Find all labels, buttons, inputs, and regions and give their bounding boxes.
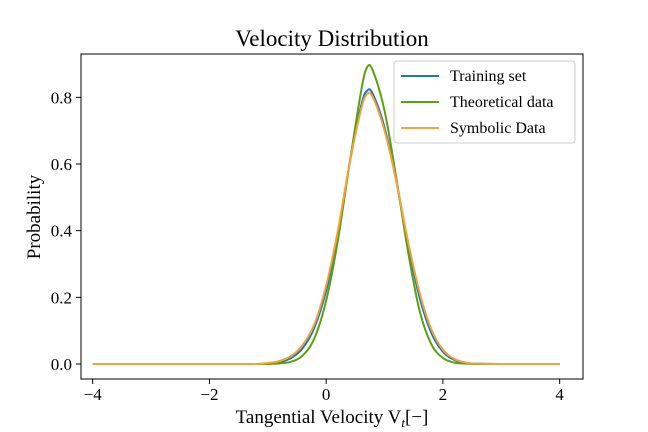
y-tick-label: 0.2 [51, 288, 72, 307]
y-tick-label: 0.0 [51, 355, 72, 374]
legend: Training set Theoretical data Symbolic Dat… [393, 60, 576, 144]
legend-label-training-set: Training set [450, 68, 527, 85]
axes: −4 −2 0 2 4 0.0 0.2 0.4 0.6 0.8 [51, 53, 584, 404]
x-axis-title: Tangential Velocity Vt[−] [236, 407, 429, 430]
x-tick-label: 0 [322, 385, 331, 404]
x-tick-label: 2 [439, 385, 448, 404]
plot-area [92, 64, 560, 366]
axes-frame [80, 53, 584, 380]
y-tick-label: 0.4 [51, 222, 73, 241]
x-tick-label: 4 [555, 385, 564, 404]
legend-label-theoretical-data: Theoretical data [450, 94, 554, 111]
series-line-symbolic-data [92, 91, 560, 366]
x-axis-title-suffix: [−] [405, 407, 428, 428]
x-axis-title-subscript: t [401, 415, 405, 430]
x-tick-label: −2 [200, 385, 218, 404]
x-axis-title-main: Tangential Velocity V [236, 407, 402, 428]
legend-label-symbolic-data: Symbolic Data [450, 120, 546, 137]
y-tick-label: 0.6 [51, 155, 72, 174]
chart-title: Velocity Distribution [235, 26, 429, 51]
y-tick-label: 0.8 [51, 88, 72, 107]
y-axis-title: Probability [24, 174, 45, 259]
legend-box [393, 60, 576, 144]
x-tick-label: −4 [84, 385, 103, 404]
